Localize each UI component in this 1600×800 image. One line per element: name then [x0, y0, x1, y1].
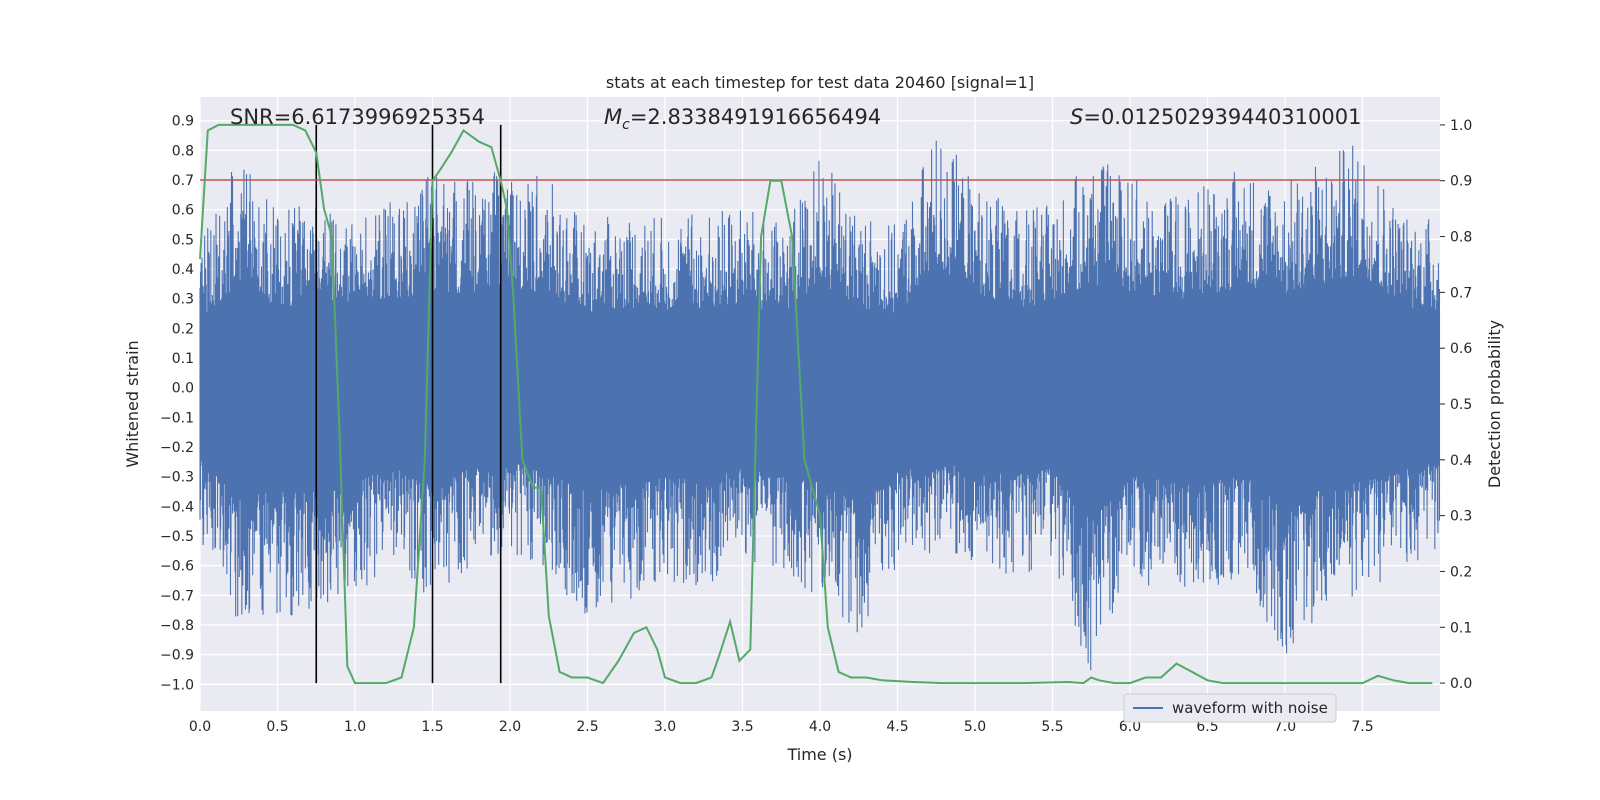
y-tick-label-0: 0.9 — [172, 114, 194, 130]
x-tick-label-11: 5.5 — [1041, 719, 1063, 735]
y-tick-label-5: 0.4 — [172, 262, 194, 278]
y2-tick-label-10: 0.0 — [1450, 676, 1472, 692]
x-tick-label-8: 4.0 — [809, 719, 831, 735]
s-symbol: S — [1070, 105, 1083, 129]
y-tick-label-19: −1.0 — [160, 677, 194, 693]
y2-tick-labels: 1.0 0.9 0.8 0.7 0.6 0.5 0.4 0.3 0.2 0.1 0.0 — [1440, 118, 1472, 692]
y-tick-label-11: −0.2 — [160, 440, 194, 456]
y-tick-label-6: 0.3 — [172, 292, 194, 308]
y2-tick-label-8: 0.2 — [1450, 564, 1472, 580]
y-tick-label-14: −0.5 — [160, 529, 194, 545]
x-tick-label-6: 3.0 — [654, 719, 676, 735]
y-tick-label-2: 0.7 — [172, 173, 194, 189]
y-tick-label-3: 0.6 — [172, 203, 194, 219]
chirp-mass-symbol: M — [604, 105, 622, 129]
x-tick-label-4: 2.0 — [499, 719, 521, 735]
y-tick-label-10: −0.1 — [160, 410, 194, 426]
y-tick-label-18: −0.9 — [160, 648, 194, 664]
legend: waveform with noise — [1123, 693, 1337, 723]
y2-tick-label-7: 0.3 — [1450, 509, 1472, 525]
y-tick-label-1: 0.8 — [172, 143, 194, 159]
y-axis-label: Whitened strain — [123, 340, 142, 467]
y-tick-labels: 0.9 0.8 0.7 0.6 0.5 0.4 0.3 0.2 0.1 0.0 −0.1 −0.2 −0… — [160, 114, 194, 694]
x-tick-label-15: 7.5 — [1351, 719, 1373, 735]
y-tick-label-13: −0.4 — [160, 499, 194, 515]
legend-box — [1123, 693, 1337, 723]
x-tick-label-2: 1.0 — [344, 719, 366, 735]
s-value: =0.012502939440310001 — [1083, 105, 1361, 129]
y-tick-label-7: 0.2 — [172, 321, 194, 337]
x-tick-label-10: 5.0 — [964, 719, 986, 735]
legend-label: waveform with noise — [1172, 699, 1328, 717]
y-tick-label-12: −0.3 — [160, 470, 194, 486]
x-tick-label-1: 0.5 — [266, 719, 288, 735]
chirp-mass-subscript: c — [622, 117, 630, 133]
s-annotation: S=0.012502939440310001 — [1070, 105, 1361, 129]
y-tick-label-8: 0.1 — [172, 351, 194, 367]
y2-tick-label-1: 0.9 — [1450, 174, 1472, 190]
x-tick-label-7: 3.5 — [731, 719, 753, 735]
chirp-mass-value: =2.8338491916656494 — [630, 105, 881, 129]
x-tick-label-3: 1.5 — [421, 719, 443, 735]
y2-tick-label-2: 0.8 — [1450, 230, 1472, 246]
y2-tick-label-4: 0.6 — [1450, 341, 1472, 357]
x-tick-label-12: 6.0 — [1119, 719, 1141, 735]
x-tick-label-5: 2.5 — [576, 719, 598, 735]
chart-title: stats at each timestep for test data 204… — [606, 73, 1034, 92]
y2-tick-label-6: 0.4 — [1450, 453, 1472, 469]
x-tick-labels: 0.0 0.5 1.0 1.5 2.0 2.5 3.0 3.5 4.0 4.5 5.0 5.5 6.0 6… — [189, 719, 1374, 735]
vertical-markers — [315, 124, 502, 684]
y2-axis-label: Detection probability — [1485, 320, 1504, 488]
x-tick-label-0: 0.0 — [189, 719, 211, 735]
detection-probability-line — [199, 123, 1433, 685]
y2-tick-label-5: 0.5 — [1450, 397, 1472, 413]
x-axis-label: Time (s) — [786, 745, 852, 764]
chirp-mass-annotation: Mc=2.8338491916656494 — [604, 105, 881, 133]
x-tick-label-14: 7.0 — [1274, 719, 1296, 735]
x-tick-label-9: 4.5 — [886, 719, 908, 735]
y-tick-label-15: −0.6 — [160, 559, 194, 575]
snr-annotation: SNR=6.6173996925354 — [230, 105, 485, 129]
y2-tick-label-9: 0.1 — [1450, 620, 1472, 636]
y-tick-label-17: −0.8 — [160, 618, 194, 634]
y-tick-label-9: 0.0 — [172, 381, 194, 397]
y2-tick-label-0: 1.0 — [1450, 118, 1472, 134]
y-tick-label-4: 0.5 — [172, 232, 194, 248]
y2-tick-label-3: 0.7 — [1450, 285, 1472, 301]
y-tick-label-16: −0.7 — [160, 588, 194, 604]
x-tick-label-13: 6.5 — [1196, 719, 1218, 735]
